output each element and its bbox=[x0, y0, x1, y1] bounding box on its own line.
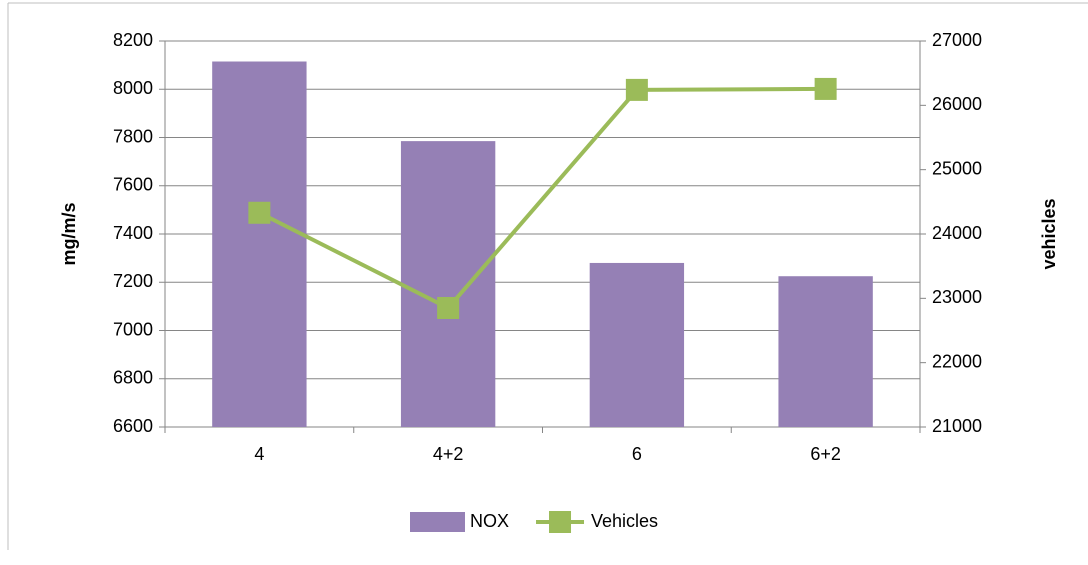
x-tick-label: 6+2 bbox=[810, 444, 841, 464]
bar bbox=[589, 262, 685, 427]
y2-tick-label: 27000 bbox=[932, 30, 982, 50]
bar bbox=[400, 141, 496, 427]
bar bbox=[778, 276, 873, 427]
y-tick-label: 7600 bbox=[113, 175, 153, 195]
y2-tick-label: 23000 bbox=[932, 287, 982, 307]
legend-swatch bbox=[549, 511, 572, 533]
marker bbox=[625, 78, 648, 101]
y2-tick-label: 22000 bbox=[932, 351, 982, 371]
legend-label: NOX bbox=[470, 511, 509, 531]
legend-swatch bbox=[410, 512, 465, 532]
y2-tick-label: 26000 bbox=[932, 94, 982, 114]
y2-tick-label: 25000 bbox=[932, 158, 982, 178]
legend-label: Vehicles bbox=[591, 511, 658, 531]
y-tick-label: 7800 bbox=[113, 126, 153, 146]
y-tick-label: 8000 bbox=[113, 78, 153, 98]
y-tick-label: 6800 bbox=[113, 368, 153, 388]
x-tick-label: 4 bbox=[254, 444, 264, 464]
x-tick-label: 6 bbox=[632, 444, 642, 464]
y2-tick-label: 24000 bbox=[932, 223, 982, 243]
y-axis-title: mg/m/s bbox=[59, 202, 79, 265]
y-tick-label: 7000 bbox=[113, 319, 153, 339]
y2-axis-title: vehicles bbox=[1039, 198, 1059, 269]
y2-tick-label: 21000 bbox=[932, 416, 982, 436]
y-tick-label: 7200 bbox=[113, 271, 153, 291]
line bbox=[258, 86, 826, 311]
y-tick-label: 8200 bbox=[113, 30, 153, 50]
x-tick-label: 4+2 bbox=[433, 444, 464, 464]
marker bbox=[248, 201, 271, 224]
y-tick-label: 6600 bbox=[113, 416, 153, 436]
marker bbox=[814, 77, 837, 100]
y-tick-label: 7400 bbox=[113, 223, 153, 243]
bar bbox=[212, 61, 307, 427]
marker bbox=[437, 296, 460, 319]
